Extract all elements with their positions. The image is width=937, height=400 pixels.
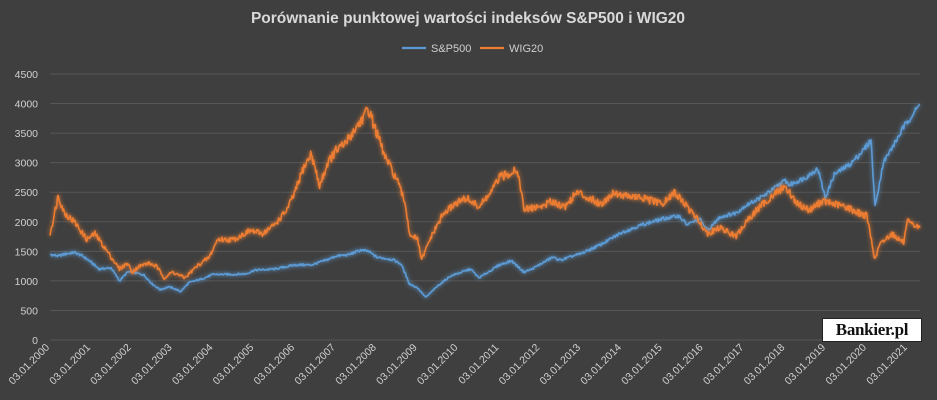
x-tick-label: 03.01.2001 (47, 342, 93, 388)
y-tick-label: 4000 (15, 99, 39, 111)
x-tick-label: 03.01.2020 (823, 342, 869, 388)
series-layer (49, 103, 921, 298)
x-tick-label: 03.01.2021 (864, 342, 910, 388)
x-tick-label: 03.01.2015 (619, 342, 665, 388)
y-tick-label: 500 (20, 305, 38, 317)
x-tick-label: 03.01.2014 (578, 342, 624, 388)
y-tick-label: 0 (32, 335, 38, 347)
x-tick-label: 03.01.2016 (660, 342, 706, 388)
x-tick-label: 03.01.2010 (415, 342, 461, 388)
series-line-wig20 (49, 106, 921, 281)
legend-label: S&P500 (431, 43, 471, 55)
gridlines (50, 73, 920, 341)
x-tick-label: 03.01.2018 (742, 342, 788, 388)
x-tick-label: 03.01.2003 (129, 342, 175, 388)
x-tick-label: 03.01.2012 (497, 342, 543, 388)
x-tick-label: 03.01.2000 (6, 342, 52, 388)
chart-title: Porównanie punktowej wartości indeksów S… (251, 10, 685, 27)
y-tick-label: 1500 (15, 246, 39, 258)
x-tick-label: 03.01.2006 (252, 342, 298, 388)
bankier-logo: Bankier.pl (822, 318, 922, 342)
x-tick-label: 03.01.2005 (211, 342, 257, 388)
legend-label: WIG20 (509, 43, 543, 55)
y-tick-label: 2000 (15, 217, 39, 229)
x-tick-label: 03.01.2009 (374, 342, 420, 388)
y-tick-label: 3000 (15, 158, 39, 170)
x-tick-label: 03.01.2011 (456, 342, 501, 387)
y-tick-label: 4500 (15, 69, 39, 81)
x-tick-label: 03.01.2004 (170, 342, 216, 388)
x-tick-label: 03.01.2019 (783, 342, 829, 388)
x-tick-label: 03.01.2007 (292, 342, 338, 388)
x-axis: 03.01.200003.01.200103.01.200203.01.2003… (6, 342, 910, 388)
x-tick-label: 03.01.2017 (701, 342, 747, 388)
x-tick-label: 03.01.2002 (88, 342, 134, 388)
series-line-sp500 (49, 103, 921, 298)
y-tick-label: 1000 (15, 276, 39, 288)
y-axis: 0 500 1000 1500 2000 2500 3000 3500 4000 4500 (15, 69, 39, 347)
x-tick-label: 03.01.2013 (537, 342, 583, 388)
y-tick-label: 3500 (15, 128, 39, 140)
x-tick-label: 03.01.2008 (333, 342, 379, 388)
legend: S&P500 WIG20 (402, 43, 543, 55)
y-tick-label: 2500 (15, 187, 39, 199)
